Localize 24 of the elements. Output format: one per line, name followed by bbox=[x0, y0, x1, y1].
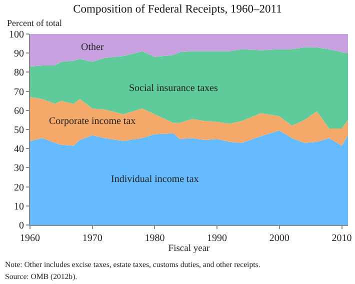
y-tick-label: 10 bbox=[14, 201, 24, 212]
y-tick-label: 60 bbox=[14, 106, 24, 117]
chart-title: Composition of Federal Receipts, 1960–2011 bbox=[73, 3, 282, 16]
x-tick-label: 1980 bbox=[144, 233, 165, 244]
y-tick-label: 50 bbox=[14, 125, 24, 136]
y-tick-label: 20 bbox=[14, 182, 24, 194]
y-tick-label: 90 bbox=[14, 48, 24, 60]
y-tick-label: 100 bbox=[9, 30, 24, 40]
x-tick-label: 2000 bbox=[269, 233, 290, 244]
y-tick-label: 30 bbox=[14, 163, 24, 174]
series-label: Other bbox=[81, 42, 104, 53]
x-tick-label: 1970 bbox=[82, 233, 102, 244]
series-label: Social insurance taxes bbox=[129, 83, 218, 94]
series-label: Individual income tax bbox=[111, 174, 199, 185]
y-tick-label: 70 bbox=[14, 86, 24, 98]
x-tick-label: 1960 bbox=[20, 233, 40, 244]
x-tick-label: 2010 bbox=[332, 233, 352, 244]
y-tick-label: 0 bbox=[19, 220, 24, 232]
x-tick-label: 1990 bbox=[207, 233, 228, 244]
x-axis-title: Fiscal year bbox=[168, 244, 211, 254]
series-label: Corporate income tax bbox=[49, 116, 136, 127]
y-tick-label: 80 bbox=[14, 68, 24, 79]
y-tick-label: 40 bbox=[14, 144, 24, 156]
y-axis-title: Percent of total bbox=[7, 18, 62, 28]
